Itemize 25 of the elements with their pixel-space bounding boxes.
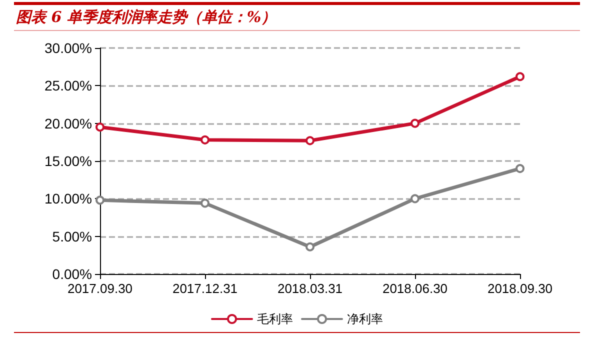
x-tick-label: 2018.06.30 — [382, 281, 448, 296]
point — [410, 118, 420, 128]
point — [306, 136, 314, 146]
legend-label: 净利率 — [347, 312, 383, 326]
point — [200, 198, 210, 208]
y-tick-label: 10.00% — [44, 190, 92, 207]
y-tick-label: 5.00% — [52, 228, 92, 244]
y-tick-label: 0.00% — [52, 266, 92, 282]
point — [96, 122, 104, 132]
point — [306, 242, 314, 252]
point — [410, 194, 420, 204]
y-tick-label: 30.00% — [44, 40, 92, 56]
y-tick-label: 20.00% — [44, 115, 92, 132]
x-tick-label: 2017.12.31 — [172, 281, 238, 296]
point — [516, 72, 524, 82]
x-tick-label: 2017.09.30 — [67, 281, 133, 296]
y-tick-label: 25.00% — [44, 78, 92, 94]
y-tick-label: 15.00% — [44, 153, 92, 169]
chart-title: 图表 6 单季度利润率走势（单位：%） — [16, 8, 276, 27]
x-tick-label: 2018.03.31 — [277, 281, 343, 296]
point — [200, 135, 210, 144]
point — [516, 164, 524, 174]
point — [96, 196, 104, 205]
x-tick-label: 2018.09.30 — [487, 281, 553, 296]
legend-label: 毛利率 — [257, 312, 293, 326]
